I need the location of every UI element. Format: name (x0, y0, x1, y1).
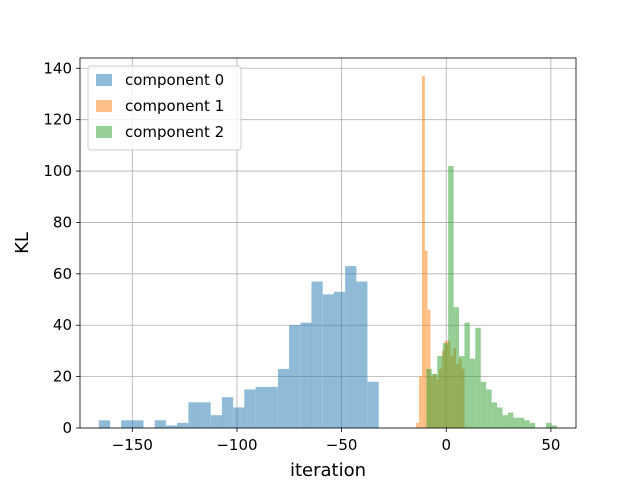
histogram-bar (188, 402, 200, 428)
x-axis-label: iteration (290, 460, 366, 480)
histogram-bar (480, 381, 487, 428)
histogram-bar (333, 291, 346, 428)
histogram-bar (464, 322, 470, 428)
x-tick-label: −50 (326, 436, 358, 454)
histogram-bar (431, 374, 438, 428)
legend-swatch (96, 100, 112, 112)
plot-frame (79, 57, 577, 429)
histogram-bar (486, 389, 492, 428)
y-tick-label: 40 (53, 316, 72, 334)
histogram-bar (513, 417, 519, 428)
x-tick-label: 50 (541, 436, 560, 454)
histogram-bar (459, 356, 465, 428)
histogram-bar (437, 356, 443, 428)
x-tick-label: −150 (112, 436, 153, 454)
histogram-bar (421, 75, 425, 428)
histogram-bar (255, 386, 267, 428)
histogram-bar (453, 307, 460, 428)
legend-label: component 2 (125, 123, 224, 141)
histogram-bar (322, 294, 334, 428)
legend-swatch (96, 126, 112, 138)
histogram-bar (416, 422, 419, 428)
histogram-bar (345, 266, 357, 428)
y-tick-label: 20 (53, 368, 72, 386)
histogram-bar (244, 389, 256, 428)
histogram-bar (121, 420, 133, 428)
histogram-bar (507, 412, 514, 428)
histogram-bar (419, 376, 422, 428)
y-axis-label: KL (12, 232, 33, 254)
y-tick-label: 100 (43, 162, 72, 180)
histogram-bar (424, 250, 428, 428)
histogram-bar (475, 327, 481, 428)
y-tick-label: 120 (43, 111, 72, 129)
x-tick-label: 0 (441, 436, 451, 454)
histogram-bar (300, 322, 312, 428)
histogram-bar (177, 422, 189, 428)
histogram-bar (132, 420, 144, 428)
histogram-bar (524, 420, 530, 428)
histogram-bar (98, 420, 111, 428)
histogram-bar (491, 402, 498, 428)
histogram-bar (199, 402, 211, 428)
histogram-bar (166, 425, 178, 428)
histogram-bar (448, 165, 454, 428)
legend-label: component 1 (125, 97, 224, 115)
histogram-bar (367, 381, 379, 428)
legend: component 0 component 1 component 2 (87, 65, 242, 151)
legend-box (87, 65, 242, 151)
histogram-bar (233, 407, 245, 428)
histogram-bar (311, 281, 323, 428)
legend-swatch (96, 74, 112, 86)
histogram-bar (529, 422, 536, 428)
series-2-bars (426, 165, 557, 428)
histogram-bar (266, 386, 278, 428)
y-tick-label: 0 (62, 419, 72, 437)
histogram-bar (497, 407, 503, 428)
histogram-bar (356, 281, 368, 428)
y-tick-label: 60 (53, 265, 72, 283)
histogram-bar (469, 358, 476, 428)
histogram-bar (518, 417, 525, 428)
histogram-bar (426, 368, 432, 428)
series-0-bars (98, 266, 379, 428)
legend-label: component 0 (125, 71, 224, 89)
histogram-bar (551, 425, 557, 428)
histogram-bar (289, 325, 301, 428)
histogram-bar (277, 368, 290, 428)
histogram-bar (154, 420, 166, 428)
y-tick-label: 140 (43, 59, 72, 77)
histogram-bar (546, 422, 552, 428)
histogram-bar (502, 415, 508, 428)
axis-ticks: −150 −100 −50 0 50 0 20 40 60 80 100 120 140 (43, 59, 560, 454)
x-tick-label: −100 (216, 436, 257, 454)
histogram-bar (210, 415, 222, 428)
histogram-bar (221, 397, 234, 428)
histogram-bars (98, 75, 557, 428)
histogram-bar (442, 343, 449, 428)
y-tick-label: 80 (53, 213, 72, 231)
